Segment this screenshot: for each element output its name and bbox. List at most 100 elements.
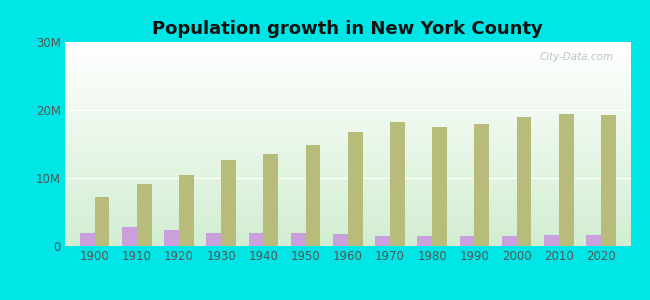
Bar: [65, 145, 630, 146]
Bar: [65, 127, 630, 128]
Bar: [65, 56, 630, 57]
Bar: [65, 229, 630, 230]
Bar: [65, 213, 630, 214]
Bar: [65, 108, 630, 109]
Bar: [65, 96, 630, 97]
Bar: [65, 177, 630, 178]
Bar: [65, 118, 630, 119]
Bar: [65, 215, 630, 216]
Bar: [65, 139, 630, 140]
Bar: [65, 140, 630, 141]
Bar: [65, 146, 630, 147]
Bar: [65, 245, 630, 246]
Bar: [65, 134, 630, 135]
Bar: [65, 182, 630, 183]
Bar: [65, 158, 630, 159]
Bar: [65, 195, 630, 196]
Bar: [333, 235, 348, 246]
Bar: [65, 224, 630, 225]
Bar: [586, 235, 601, 246]
Bar: [65, 219, 630, 220]
Bar: [65, 135, 630, 136]
Bar: [207, 233, 221, 246]
Bar: [65, 154, 630, 155]
Bar: [65, 48, 630, 49]
Bar: [65, 203, 630, 204]
Bar: [65, 58, 630, 59]
Bar: [65, 198, 630, 199]
Bar: [65, 189, 630, 190]
Bar: [65, 170, 630, 171]
Bar: [65, 208, 630, 209]
Bar: [65, 227, 630, 228]
Bar: [221, 160, 236, 246]
Bar: [291, 233, 306, 246]
Bar: [65, 179, 630, 180]
Bar: [65, 65, 630, 66]
Bar: [65, 67, 630, 68]
Bar: [65, 116, 630, 117]
Bar: [348, 132, 363, 246]
Bar: [65, 59, 630, 60]
Bar: [65, 225, 630, 226]
Bar: [65, 230, 630, 231]
Bar: [65, 210, 630, 211]
Bar: [65, 186, 630, 187]
Bar: [65, 244, 630, 245]
Bar: [65, 216, 630, 217]
Bar: [65, 101, 630, 102]
Bar: [65, 148, 630, 149]
Bar: [65, 126, 630, 127]
Bar: [65, 79, 630, 80]
Bar: [65, 185, 630, 186]
Bar: [502, 236, 517, 246]
Bar: [65, 76, 630, 77]
Bar: [432, 127, 447, 246]
Bar: [65, 202, 630, 203]
Bar: [65, 43, 630, 44]
Bar: [65, 125, 630, 126]
Bar: [65, 240, 630, 241]
Bar: [65, 183, 630, 184]
Bar: [65, 70, 630, 71]
Bar: [65, 174, 630, 175]
Bar: [65, 222, 630, 223]
Bar: [65, 111, 630, 112]
Bar: [65, 110, 630, 111]
Bar: [390, 122, 405, 246]
Bar: [65, 169, 630, 170]
Bar: [65, 53, 630, 54]
Bar: [65, 71, 630, 72]
Bar: [65, 136, 630, 137]
Bar: [65, 212, 630, 213]
Bar: [65, 200, 630, 201]
Bar: [65, 228, 630, 229]
Bar: [65, 161, 630, 162]
Bar: [65, 107, 630, 108]
Bar: [65, 99, 630, 100]
Bar: [65, 118, 630, 119]
Bar: [65, 190, 630, 191]
Bar: [164, 230, 179, 246]
Bar: [65, 77, 630, 78]
Bar: [65, 231, 630, 232]
Bar: [65, 52, 630, 53]
Bar: [65, 205, 630, 206]
Bar: [65, 105, 630, 106]
Bar: [65, 85, 630, 86]
Bar: [65, 128, 630, 129]
Bar: [65, 217, 630, 218]
Bar: [65, 144, 630, 145]
Bar: [65, 46, 630, 47]
Bar: [517, 117, 531, 246]
Bar: [65, 207, 630, 208]
Bar: [65, 171, 630, 172]
Bar: [65, 42, 630, 43]
Bar: [460, 236, 474, 246]
Bar: [65, 100, 630, 101]
Bar: [65, 133, 630, 134]
Bar: [65, 241, 630, 242]
Bar: [65, 175, 630, 176]
Bar: [65, 55, 630, 56]
Bar: [65, 211, 630, 212]
